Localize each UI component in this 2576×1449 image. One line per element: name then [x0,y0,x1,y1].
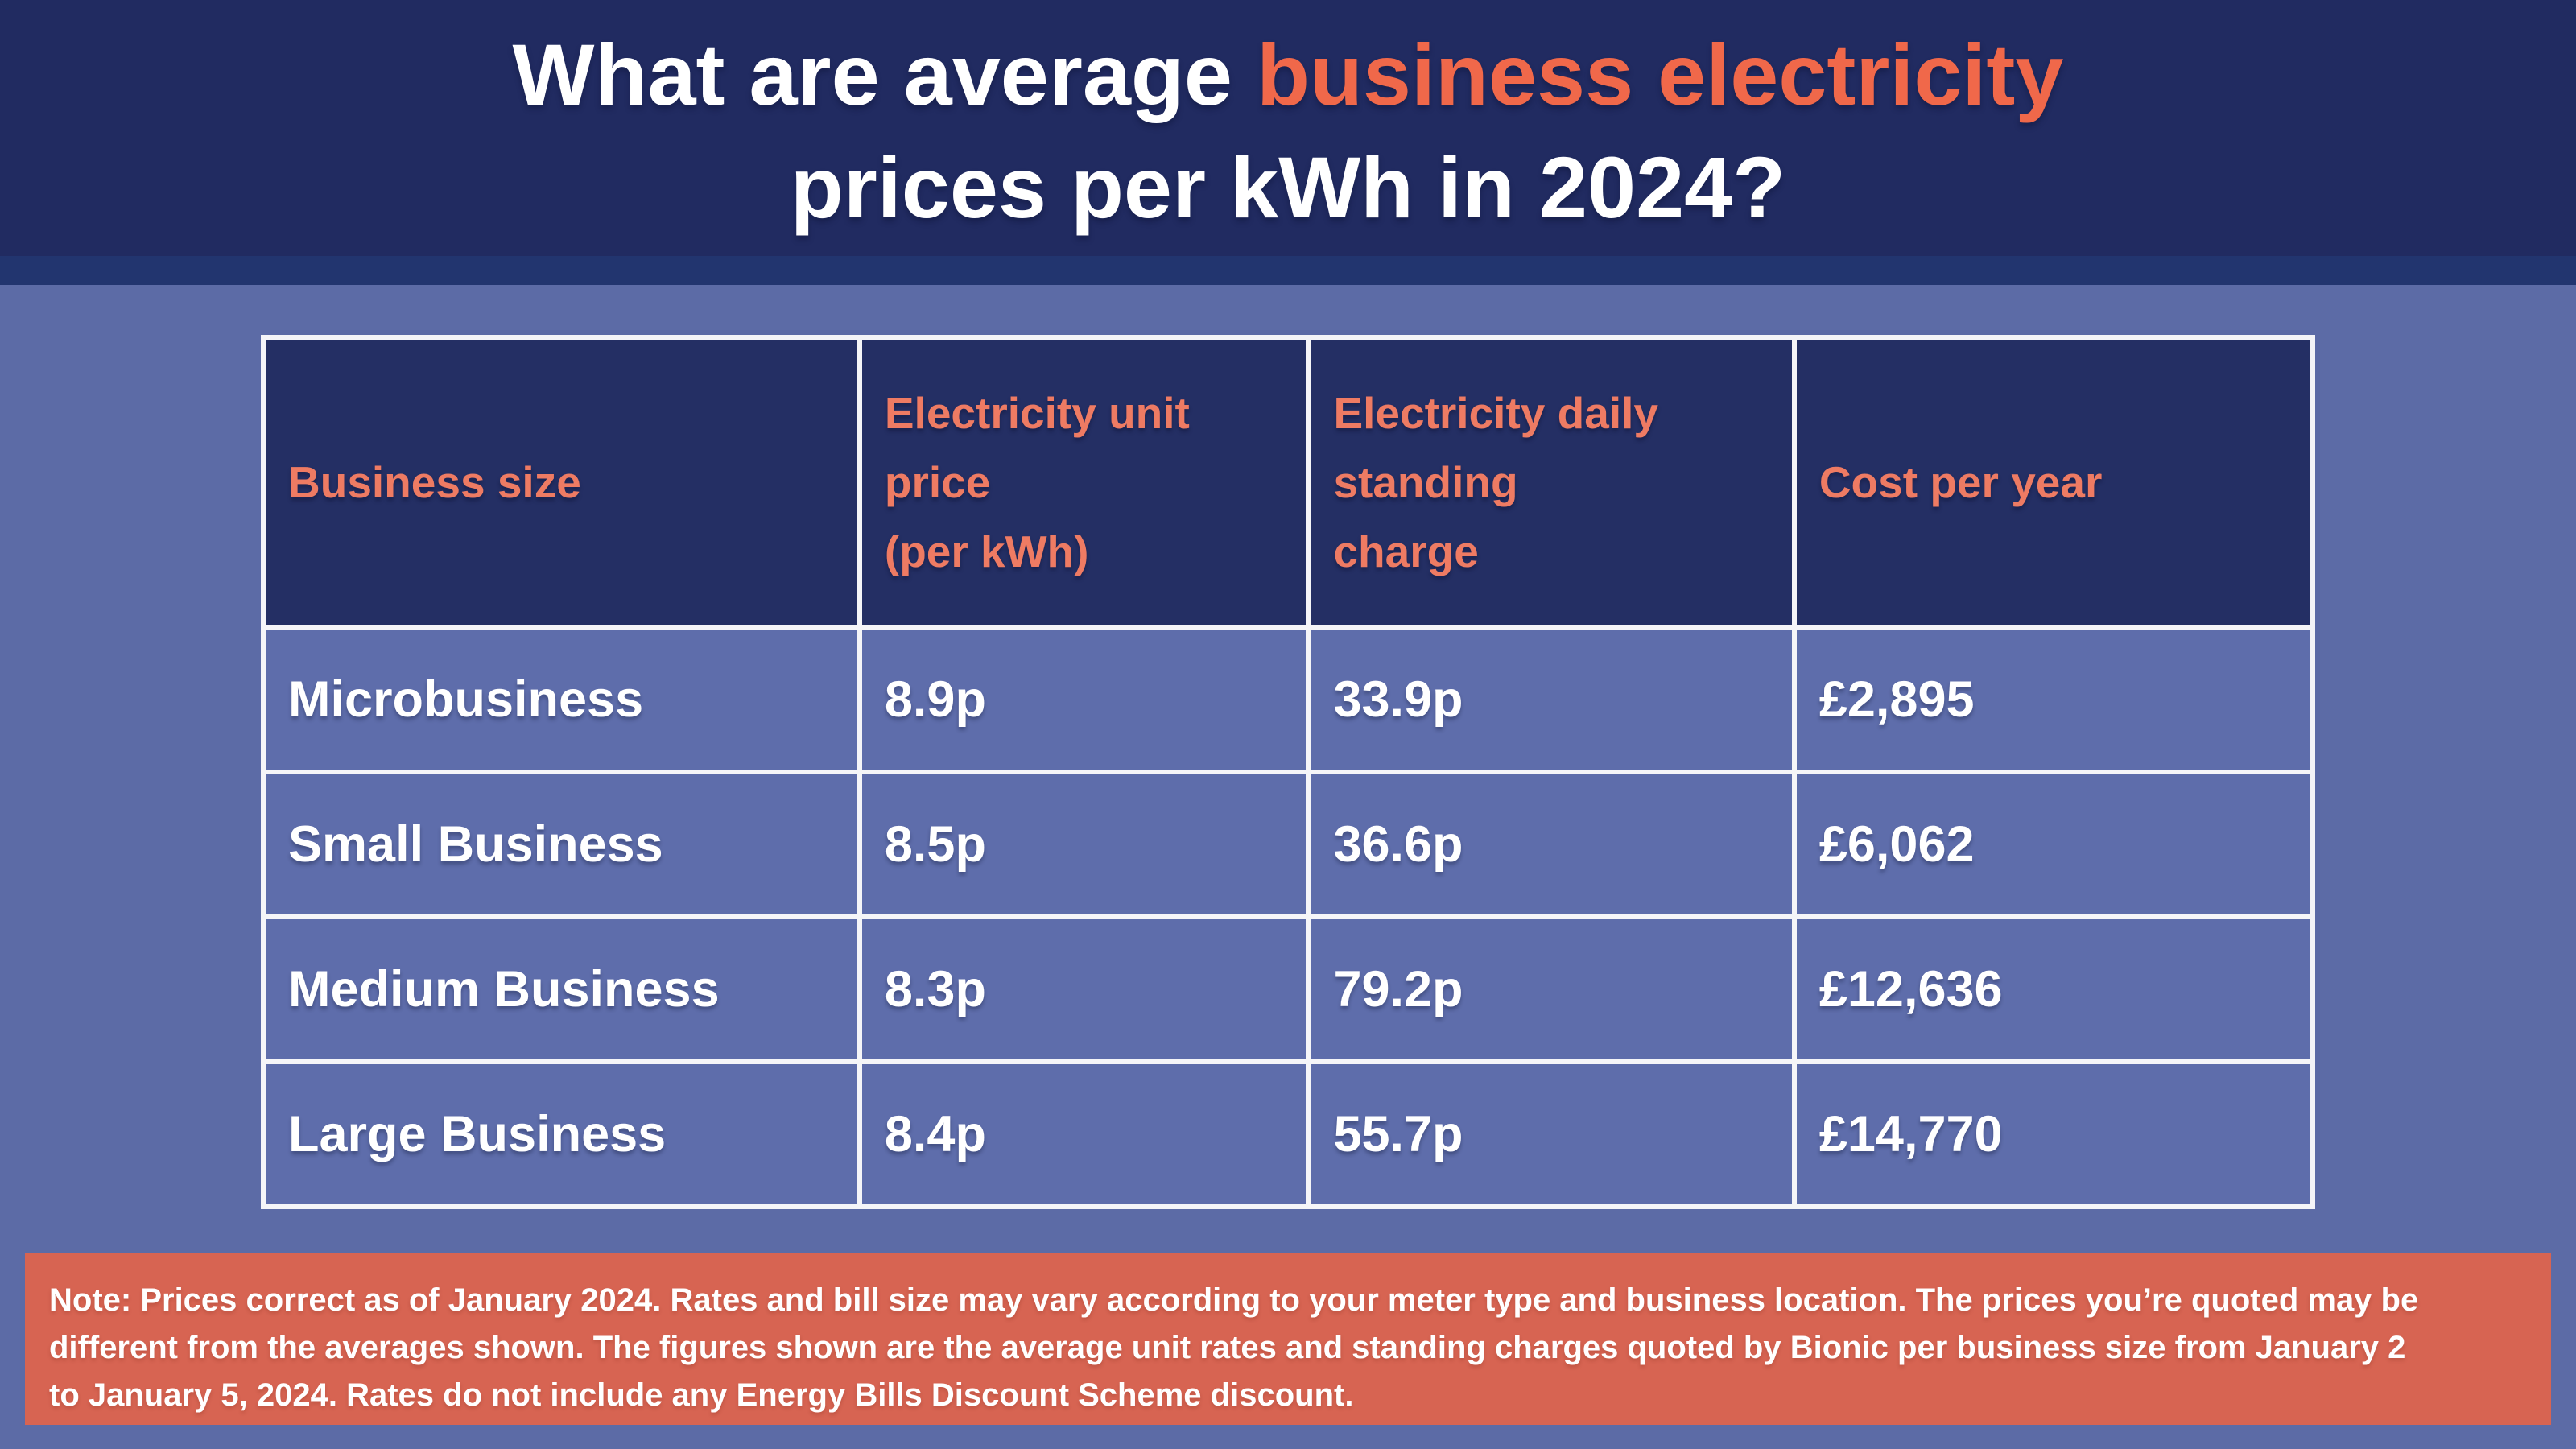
electricity-prices-table: Business size Electricity unit price (pe… [261,335,2316,1209]
column-header-unit-price: Electricity unit price (per kWh) [857,335,1311,630]
title-line1-highlight: business electricity [1256,26,2064,123]
title-line1-prefix: What are average [512,26,1257,123]
cell-unit-price: 8.9p [857,625,1311,774]
cell-business-size: Microbusiness [261,625,862,774]
footnote-box: Note: Prices correct as of January 2024.… [25,1253,2551,1425]
cell-standing-charge: 33.9p [1306,625,1797,774]
cell-business-size: Medium Business [261,914,862,1064]
cell-cost-per-year: £14,770 [1791,1059,2316,1209]
footnote-text: Note: Prices correct as of January 2024.… [49,1282,2419,1413]
cell-business-size: Small Business [261,770,862,919]
cell-standing-charge: 36.6p [1306,770,1797,919]
cell-business-size: Large Business [261,1059,862,1209]
column-header-cost-per-year: Cost per year [1791,335,2316,630]
cell-standing-charge: 79.2p [1306,914,1797,1064]
table-header-row: Business size Electricity unit price (pe… [261,335,2316,630]
table-row: Microbusiness 8.9p 33.9p £2,895 [261,625,2316,774]
cell-cost-per-year: £2,895 [1791,625,2316,774]
header-band: What are average business electricity pr… [0,0,2576,256]
cell-unit-price: 8.4p [857,1059,1311,1209]
table-row: Medium Business 8.3p 79.2p £12,636 [261,914,2316,1064]
cell-unit-price: 8.3p [857,914,1311,1064]
column-header-business-size: Business size [261,335,862,630]
table-row: Large Business 8.4p 55.7p £14,770 [261,1059,2316,1209]
header-divider-strip [0,256,2576,285]
cell-standing-charge: 55.7p [1306,1059,1797,1209]
column-header-standing-charge: Electricity daily standing charge [1306,335,1797,630]
title-line2: prices per kWh in 2024? [790,138,1786,236]
table-row: Small Business 8.5p 36.6p £6,062 [261,770,2316,919]
page-title: What are average business electricity pr… [513,12,2064,244]
cell-cost-per-year: £6,062 [1791,770,2316,919]
cell-unit-price: 8.5p [857,770,1311,919]
cell-cost-per-year: £12,636 [1791,914,2316,1064]
